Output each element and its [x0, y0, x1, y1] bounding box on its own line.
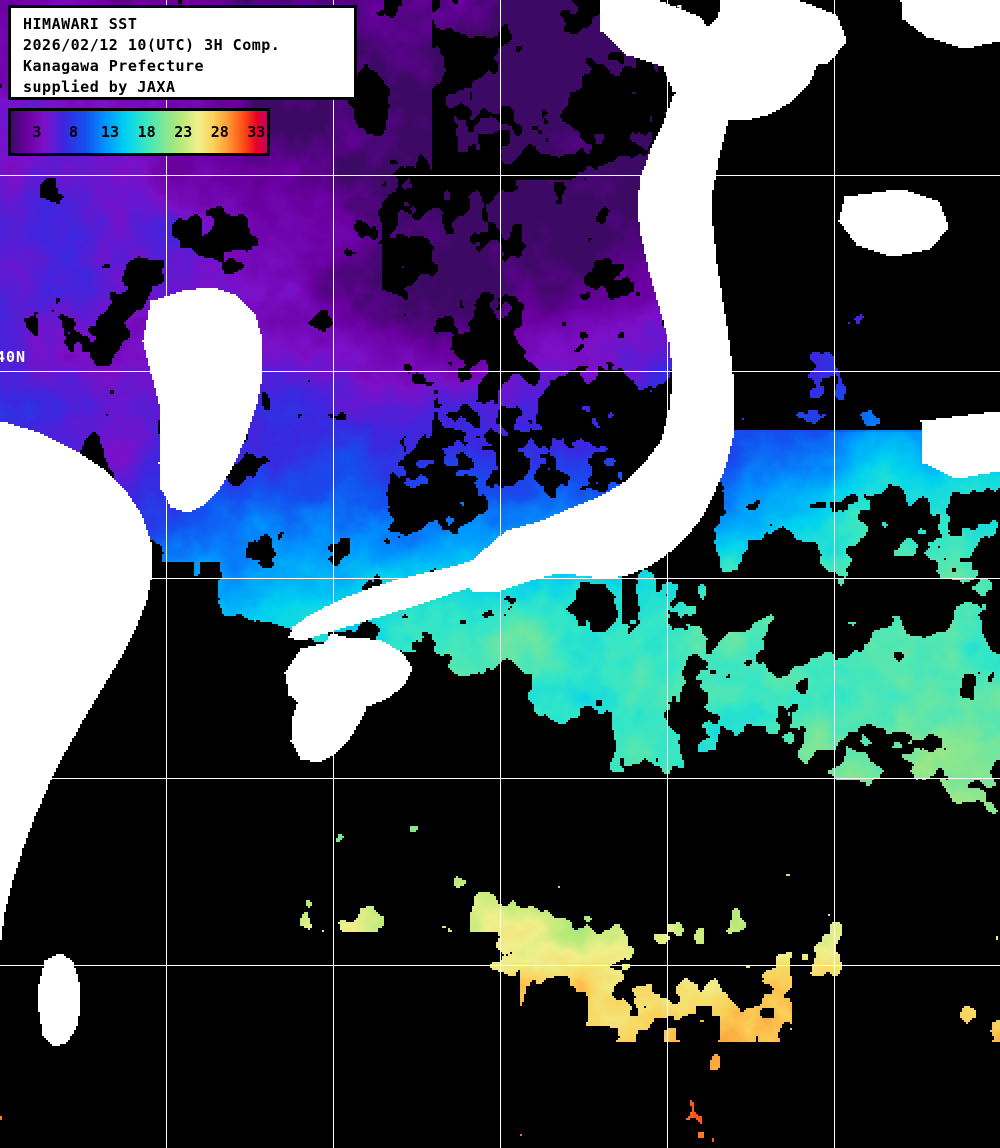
colorbar-tick-8: 8: [68, 123, 79, 141]
colorbar-tick-28: 28: [210, 123, 229, 141]
product-title-box: HIMAWARI SST 2026/02/12 10(UTC) 3H Comp.…: [8, 5, 357, 100]
colorbar-tick-18: 18: [137, 123, 156, 141]
title-line-product: HIMAWARI SST: [23, 15, 138, 33]
longitude-label-140e: 140E: [671, 2, 689, 66]
title-line-datetime: 2026/02/12 10(UTC) 3H Comp.: [23, 36, 281, 54]
colorbar-tick-3: 3: [32, 123, 42, 141]
latitude-label-40n: 40N: [0, 348, 27, 366]
sst-colorbar: 3 8 13 18 23 28 33: [8, 108, 270, 156]
title-line-provider: supplied by JAXA: [23, 78, 176, 96]
colorbar-tick-13: 13: [101, 123, 120, 141]
colorbar-tick-33: 33: [247, 123, 266, 141]
title-line-region: Kanagawa Prefecture: [23, 57, 205, 75]
colorbar-gradient-strip: [11, 111, 267, 153]
colorbar-tick-labels: 3 8 13 18 23 28 33: [11, 111, 267, 153]
colorbar-tick-23: 23: [174, 123, 193, 141]
